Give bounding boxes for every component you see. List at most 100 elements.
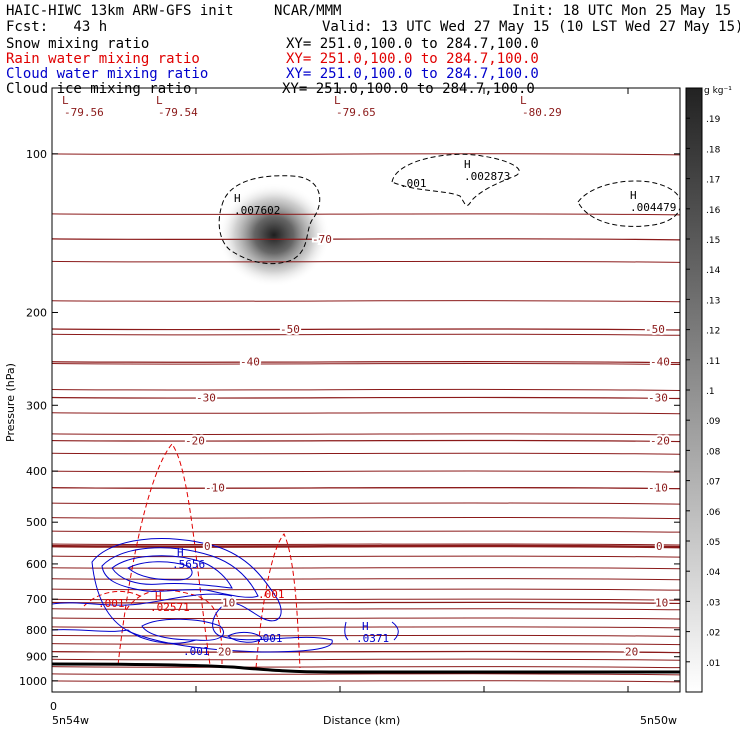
colorbar-label: .06 [706,508,721,518]
temperature-isotherm [52,516,680,520]
colorbar-label: .1 [706,387,715,397]
ice-max-value: .004479 [630,201,676,214]
cloud-water-max-mark: H [362,620,369,633]
isotherm--50 [52,328,680,331]
y-tick-label: 500 [26,516,47,529]
isotherm-label: 0 [204,540,211,553]
temp-min-value: -79.56 [64,106,104,119]
colorbar-label: .01 [706,659,720,669]
x-left-label: 5n54w [52,714,89,727]
colorbar-label: .05 [706,538,720,548]
isotherm-label-right: 10 [655,596,668,609]
forecast-hour: Fcst: 43 h [6,19,107,35]
temperature-isotherm [52,658,680,661]
y-tick-label: 100 [26,148,47,161]
init-time: Init: 18 UTC Mon 25 May 15 [512,3,731,19]
colorbar-label: .11 [706,357,720,367]
rain-contour-east [255,533,301,669]
ice-max-mark: H [234,192,241,205]
cloud-water-contours [52,538,399,653]
rain-max-value: .02571 [150,601,190,614]
isotherm--70 [52,238,680,241]
temp-min-mark: L [520,94,527,107]
temp-min-value: -79.54 [158,106,198,119]
isotherm--10 [52,486,680,490]
temperature-isotherm [52,555,680,558]
rain-contour-label: .001 [98,597,125,610]
temperature-isotherm [52,588,680,591]
temperature-isotherm [52,470,680,473]
colorbar-label: .13 [706,296,720,306]
plot-frame [51,87,681,693]
terrain-line [52,662,680,674]
model-title: HAIC-HIWC 13km ARW-GFS init [6,3,234,19]
y-tick-label: 200 [26,306,47,319]
field-xy-snow: XY= 251.0,100.0 to 284.7,100.0 [286,36,539,52]
x-axis-title: Distance (km) [323,714,400,727]
cloud-water-contour-label: .001 [183,645,210,658]
temperature-isotherm [52,300,680,303]
temperature-isotherm [52,673,680,676]
colorbar-unit: g kg⁻¹ [704,86,732,96]
field-name-cloud-ice: Cloud ice mixing ratio [6,81,191,97]
rain-max-mark: H [155,590,162,603]
temperature-isotherm [52,388,680,391]
temperature-isotherm [52,362,680,366]
temperature-isotherm [52,333,680,336]
isotherm-label: -10 [205,482,225,495]
y-tick-label: 600 [26,558,47,571]
colorbar-label: .16 [706,206,721,216]
temperature-isotherm [52,502,680,505]
field-name-snow: Snow mixing ratio [6,36,149,52]
isotherm-label-right: 20 [625,646,638,659]
temperature-contours [52,153,680,683]
isotherm-20 [52,650,680,654]
isotherm-0 [52,544,680,549]
temperature-isotherm [52,433,680,436]
isotherm-label: 10 [222,596,235,609]
temp-min-value: -80.29 [522,106,562,119]
rain-contour-label: .001 [258,588,285,601]
cloud-water-max-value: .0371 [356,632,389,645]
y-tick-label: 400 [26,465,47,478]
rain-water-contours [83,443,301,669]
colorbar-label: .12 [706,327,720,337]
y-tick-label: 1000 [19,675,47,688]
field-name-rain: Rain water mixing ratio [6,51,200,67]
isotherm-label-right: -10 [648,482,668,495]
x-axis-ticks [51,88,629,692]
isotherm-label-right: -30 [648,392,668,405]
colorbar-label: .19 [706,115,721,125]
cloud-water-max-mark: H [177,546,184,559]
annotations: -70 -50 -50 -40 -40 -30 -30 -20 -20 -10 -10 0 0 10 10 2… [62,94,676,661]
isotherm-label: -70 [312,233,332,246]
isotherm-label: -20 [185,435,205,448]
isotherm-label: -50 [280,323,300,336]
ice-max-value: .002873 [464,170,510,183]
org-label: NCAR/MMM [274,3,341,19]
temperature-isotherm [52,260,680,263]
temperature-isotherm [52,680,680,683]
ice-contour-east [577,180,680,227]
rain-contour-inner [125,589,223,665]
temperature-isotherm [52,543,680,546]
colorbar-label: .07 [706,478,720,488]
y-tick-label: 300 [26,399,47,412]
temperature-isotherm [52,213,680,216]
isotherm-label-right: -40 [650,356,670,369]
temperature-isotherm [52,598,680,601]
colorbar-label: .04 [706,568,721,578]
colorbar-labels: .01 .02 .03 .04 .05 .06 .07 .08 .09 .1 .11 .12 .13 .1… [686,115,721,669]
valid-time: Valid: 13 UTC Wed 27 May 15 (10 LST Wed … [322,19,740,35]
temperature-isotherm [52,608,680,611]
colorbar-label: .02 [706,629,720,639]
temp-min-mark: L [156,94,163,107]
ice-max-value: .007602 [234,204,280,217]
temperature-isotherm [52,578,680,581]
temperature-isotherm [52,626,680,629]
cloud-ice-contours [218,153,680,265]
temperature-isotherm [52,567,680,570]
isotherm-label-right: 0 [656,540,663,553]
temperature-isotherm [52,666,680,669]
isotherm-label: 20 [218,646,231,659]
